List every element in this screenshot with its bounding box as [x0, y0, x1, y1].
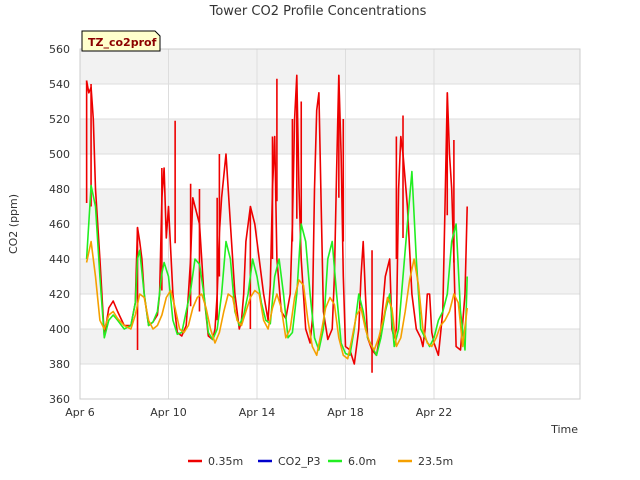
legend: 0.35m CO2_P3 6.0m 23.5m	[188, 455, 453, 468]
x-tick-label: Apr 6	[65, 406, 95, 419]
site-tag-label: TZ_co2prof	[88, 36, 157, 49]
y-tick-label: 560	[49, 43, 70, 56]
plot-band	[80, 49, 580, 84]
plot-border	[79, 48, 581, 400]
x-tick-label: Apr 18	[327, 406, 364, 419]
chart-title: Tower CO2 Profile Concentrations	[209, 4, 427, 19]
x-tick-label: Apr 14	[239, 406, 276, 419]
legend-label: 23.5m	[418, 455, 453, 468]
y-tick-label: 540	[49, 78, 70, 91]
y-tick-label: 380	[49, 358, 70, 371]
y-tick-label: 500	[49, 148, 70, 161]
y-tick-label: 360	[49, 393, 70, 406]
y-tick-label: 460	[49, 218, 70, 231]
y-tick-label: 420	[49, 288, 70, 301]
plot-band	[80, 119, 580, 154]
legend-label: 0.35m	[208, 455, 243, 468]
x-tick-label: Apr 22	[416, 406, 453, 419]
plot-band	[80, 259, 580, 294]
y-tick-label: 440	[49, 253, 70, 266]
y-axis-label: CO2 (ppm)	[7, 194, 20, 254]
x-tick-label: Apr 10	[150, 406, 187, 419]
plot-band	[80, 189, 580, 224]
site-tag: TZ_co2prof	[81, 30, 161, 52]
x-axis-label: Time	[550, 423, 578, 436]
axes: 360 380 400 420 440 460 480 500 520 540 560 Apr 6 Ap…	[49, 43, 581, 419]
legend-label: 6.0m	[348, 455, 376, 468]
y-tick-label: 400	[49, 323, 70, 336]
site-tag-box	[81, 30, 161, 52]
y-tick-label: 520	[49, 113, 70, 126]
y-tick-label: 480	[49, 183, 70, 196]
series-layer	[85, 74, 468, 373]
series-23-5m-line	[85, 240, 468, 360]
legend-label: CO2_P3	[278, 455, 320, 468]
